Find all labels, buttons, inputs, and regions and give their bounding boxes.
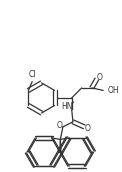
Text: O: O — [97, 73, 103, 82]
Text: HN: HN — [61, 102, 72, 111]
Text: O: O — [56, 121, 62, 130]
Text: Cl: Cl — [28, 70, 36, 79]
Text: *: * — [72, 100, 74, 105]
Text: OH: OH — [107, 86, 119, 95]
Text: O: O — [84, 124, 90, 133]
